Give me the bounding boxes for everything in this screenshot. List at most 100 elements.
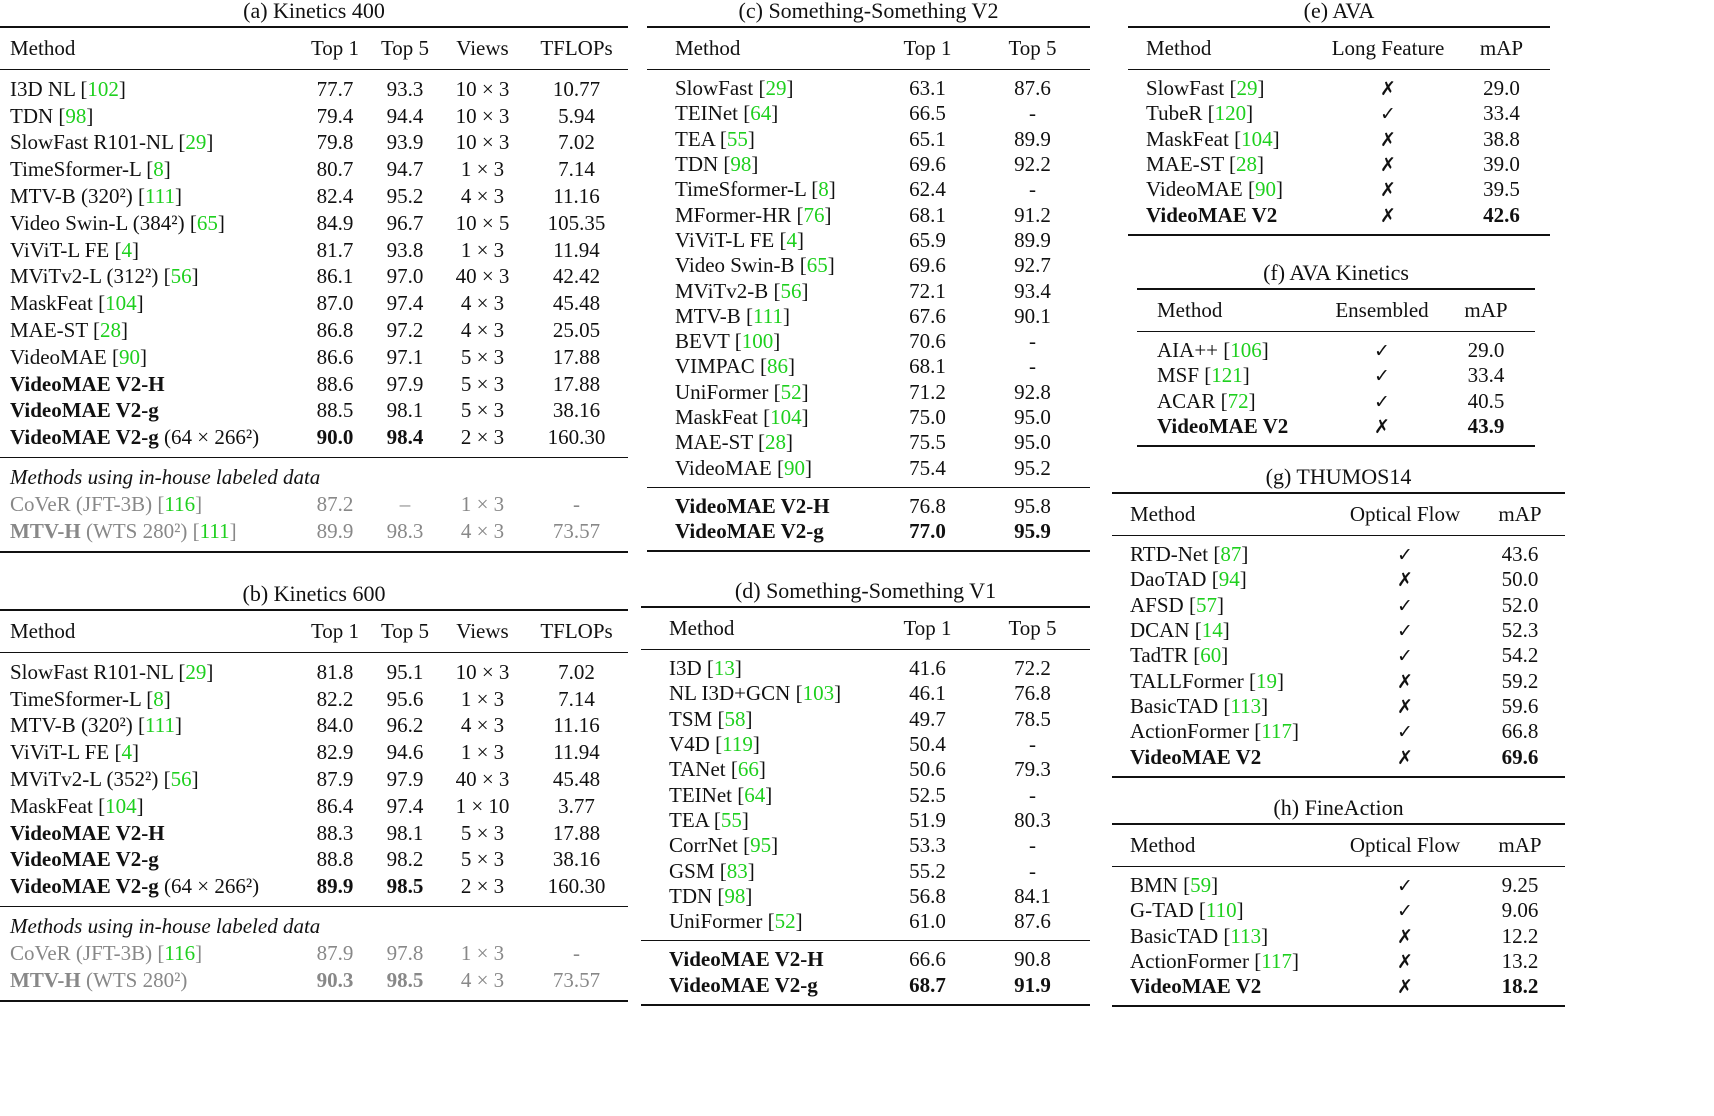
value-cell: 98.1 <box>386 398 424 423</box>
citation-link[interactable]: 56 <box>170 264 192 289</box>
citation-link[interactable]: 76 <box>803 202 825 227</box>
table-row: SlowFast R101-NL [29] 81.8 95.1 10 × 3 7.02 <box>0 659 628 686</box>
citation-link[interactable]: 65 <box>806 253 828 278</box>
citation-link[interactable]: 4 <box>121 740 132 765</box>
citation-link[interactable]: 8 <box>153 686 164 711</box>
citation-link[interactable]: 113 <box>1230 923 1262 948</box>
citation-link[interactable]: 106 <box>1230 338 1262 363</box>
citation-link[interactable]: 111 <box>199 518 230 543</box>
citation-link[interactable]: 28 <box>100 318 122 343</box>
citation-link[interactable]: 98 <box>724 883 746 908</box>
citation-link[interactable]: 117 <box>1261 719 1292 744</box>
method-cell: MAE-ST [28] <box>10 318 129 343</box>
table-row: ActionFormer [117] ✓ 66.8 <box>1112 719 1565 744</box>
citation-link[interactable]: 4 <box>786 227 797 252</box>
citation-link[interactable]: 59 <box>1190 873 1212 898</box>
citation-link[interactable]: 55 <box>726 126 748 151</box>
citation-link[interactable]: 103 <box>802 681 835 706</box>
row-group: I3D [13] 41.6 72.2 NL I3D+GCN [103] 46.1 76.8… <box>641 650 1090 941</box>
citation-link[interactable]: 98 <box>65 103 87 128</box>
citation-link[interactable]: 83 <box>726 858 748 883</box>
citation-link[interactable]: 64 <box>744 782 766 807</box>
method-cell: MaskFeat [104] <box>10 793 144 818</box>
citation-link[interactable]: 117 <box>1261 949 1292 974</box>
citation-link[interactable]: 94 <box>1218 567 1240 592</box>
method-name: I3D <box>669 656 702 681</box>
citation-link[interactable]: 95 <box>750 833 772 858</box>
method-name: MaskFeat <box>675 405 758 429</box>
method-name: CorrNet <box>669 833 738 858</box>
citation-link[interactable]: 111 <box>145 184 175 209</box>
method-cell: CorrNet [95] <box>669 833 779 858</box>
citation-link[interactable]: 58 <box>724 706 746 731</box>
citation-link[interactable]: 90 <box>783 455 805 480</box>
citation-link[interactable]: 121 <box>1211 363 1243 388</box>
value-cell: 84.9 <box>316 210 354 235</box>
citation-link[interactable]: 52 <box>774 909 796 934</box>
method-cell: GSM [83] <box>669 858 755 883</box>
column-header: TFLOPs <box>525 609 628 653</box>
note-row: Methods using in-house labeled data <box>0 464 628 491</box>
citation-link[interactable]: 116 <box>164 940 196 965</box>
citation-link[interactable]: 28 <box>765 430 787 455</box>
citation-link[interactable]: 90 <box>1254 177 1276 202</box>
citation-link[interactable]: 104 <box>1241 126 1273 151</box>
citation-link[interactable]: 119 <box>722 732 753 757</box>
citation-link[interactable]: 57 <box>1195 592 1217 617</box>
citation-link[interactable]: 29 <box>1236 76 1258 101</box>
citation-link[interactable]: 72 <box>1227 388 1249 413</box>
citation-link[interactable]: 56 <box>170 767 192 792</box>
citation-link[interactable]: 52 <box>780 379 802 404</box>
citation-link[interactable]: 100 <box>741 329 774 354</box>
value-cell: 29.0 <box>1483 76 1520 101</box>
citation-link[interactable]: 64 <box>750 101 772 126</box>
citation-link[interactable]: 111 <box>753 303 783 328</box>
table-row: TANet [66] 50.6 79.3 <box>641 757 1090 782</box>
method-cell: VideoMAE [90] <box>10 344 147 369</box>
column-header: Top 1 <box>300 609 370 653</box>
citation-link[interactable]: 56 <box>780 278 802 303</box>
method-config: (64 × 266²) <box>158 874 260 899</box>
citation-link[interactable]: 4 <box>121 237 132 262</box>
citation-link[interactable]: 29 <box>185 130 207 155</box>
citation-link[interactable]: 8 <box>153 157 164 182</box>
citation-link[interactable]: 55 <box>720 807 742 832</box>
value-cell: 84.1 <box>1014 883 1051 908</box>
method-name: BasicTAD <box>1130 923 1219 948</box>
citation-link[interactable]: 13 <box>713 656 735 681</box>
citation-link[interactable]: 104 <box>105 291 137 316</box>
citation-link[interactable]: 102 <box>87 76 119 101</box>
citation-link[interactable]: 98 <box>730 152 752 177</box>
citation-link[interactable]: 8 <box>818 177 829 202</box>
citation-link[interactable]: 113 <box>1230 693 1262 718</box>
value-cell: 97.4 <box>386 793 424 818</box>
table-header: Method Ensembled mAP <box>1137 288 1535 332</box>
table-title: (a) Kinetics 400 <box>243 0 385 23</box>
citation-link[interactable]: 110 <box>1205 898 1237 923</box>
citation-link[interactable]: 60 <box>1200 643 1222 668</box>
citation-link[interactable]: 116 <box>164 491 196 516</box>
table-row: MViTv2-B [56] 72.1 93.4 <box>647 278 1090 303</box>
value-cell: 73.57 <box>552 518 601 543</box>
citation-link[interactable]: 29 <box>765 76 787 101</box>
citation-link[interactable]: 28 <box>1236 152 1258 177</box>
method-cell: NL I3D+GCN [103] <box>669 681 842 706</box>
citation-link[interactable]: 111 <box>145 713 175 738</box>
value-cell: 33.4 <box>1467 363 1505 388</box>
citation-link[interactable]: 14 <box>1201 618 1223 643</box>
method-name: VideoMAE V2-H <box>675 493 830 518</box>
citation-link[interactable]: 29 <box>185 659 207 684</box>
citation-link[interactable]: 104 <box>105 793 137 818</box>
citation-link[interactable]: 104 <box>770 405 802 429</box>
citation-link[interactable]: 86 <box>767 354 789 379</box>
citation-link[interactable]: 66 <box>737 757 759 782</box>
table-row: GSM [83] 55.2 - <box>641 858 1090 883</box>
citation-link[interactable]: 19 <box>1256 668 1278 693</box>
citation-link[interactable]: 65 <box>196 210 218 235</box>
citation-link[interactable]: 87 <box>1220 542 1242 567</box>
method-name: TimeSformer-L <box>10 157 142 182</box>
citation-link[interactable]: 120 <box>1214 101 1247 126</box>
citation-link[interactable]: 90 <box>118 344 140 369</box>
method-cell: ActionFormer [117] <box>1130 719 1299 744</box>
method-name: VIMPAC <box>675 354 755 379</box>
